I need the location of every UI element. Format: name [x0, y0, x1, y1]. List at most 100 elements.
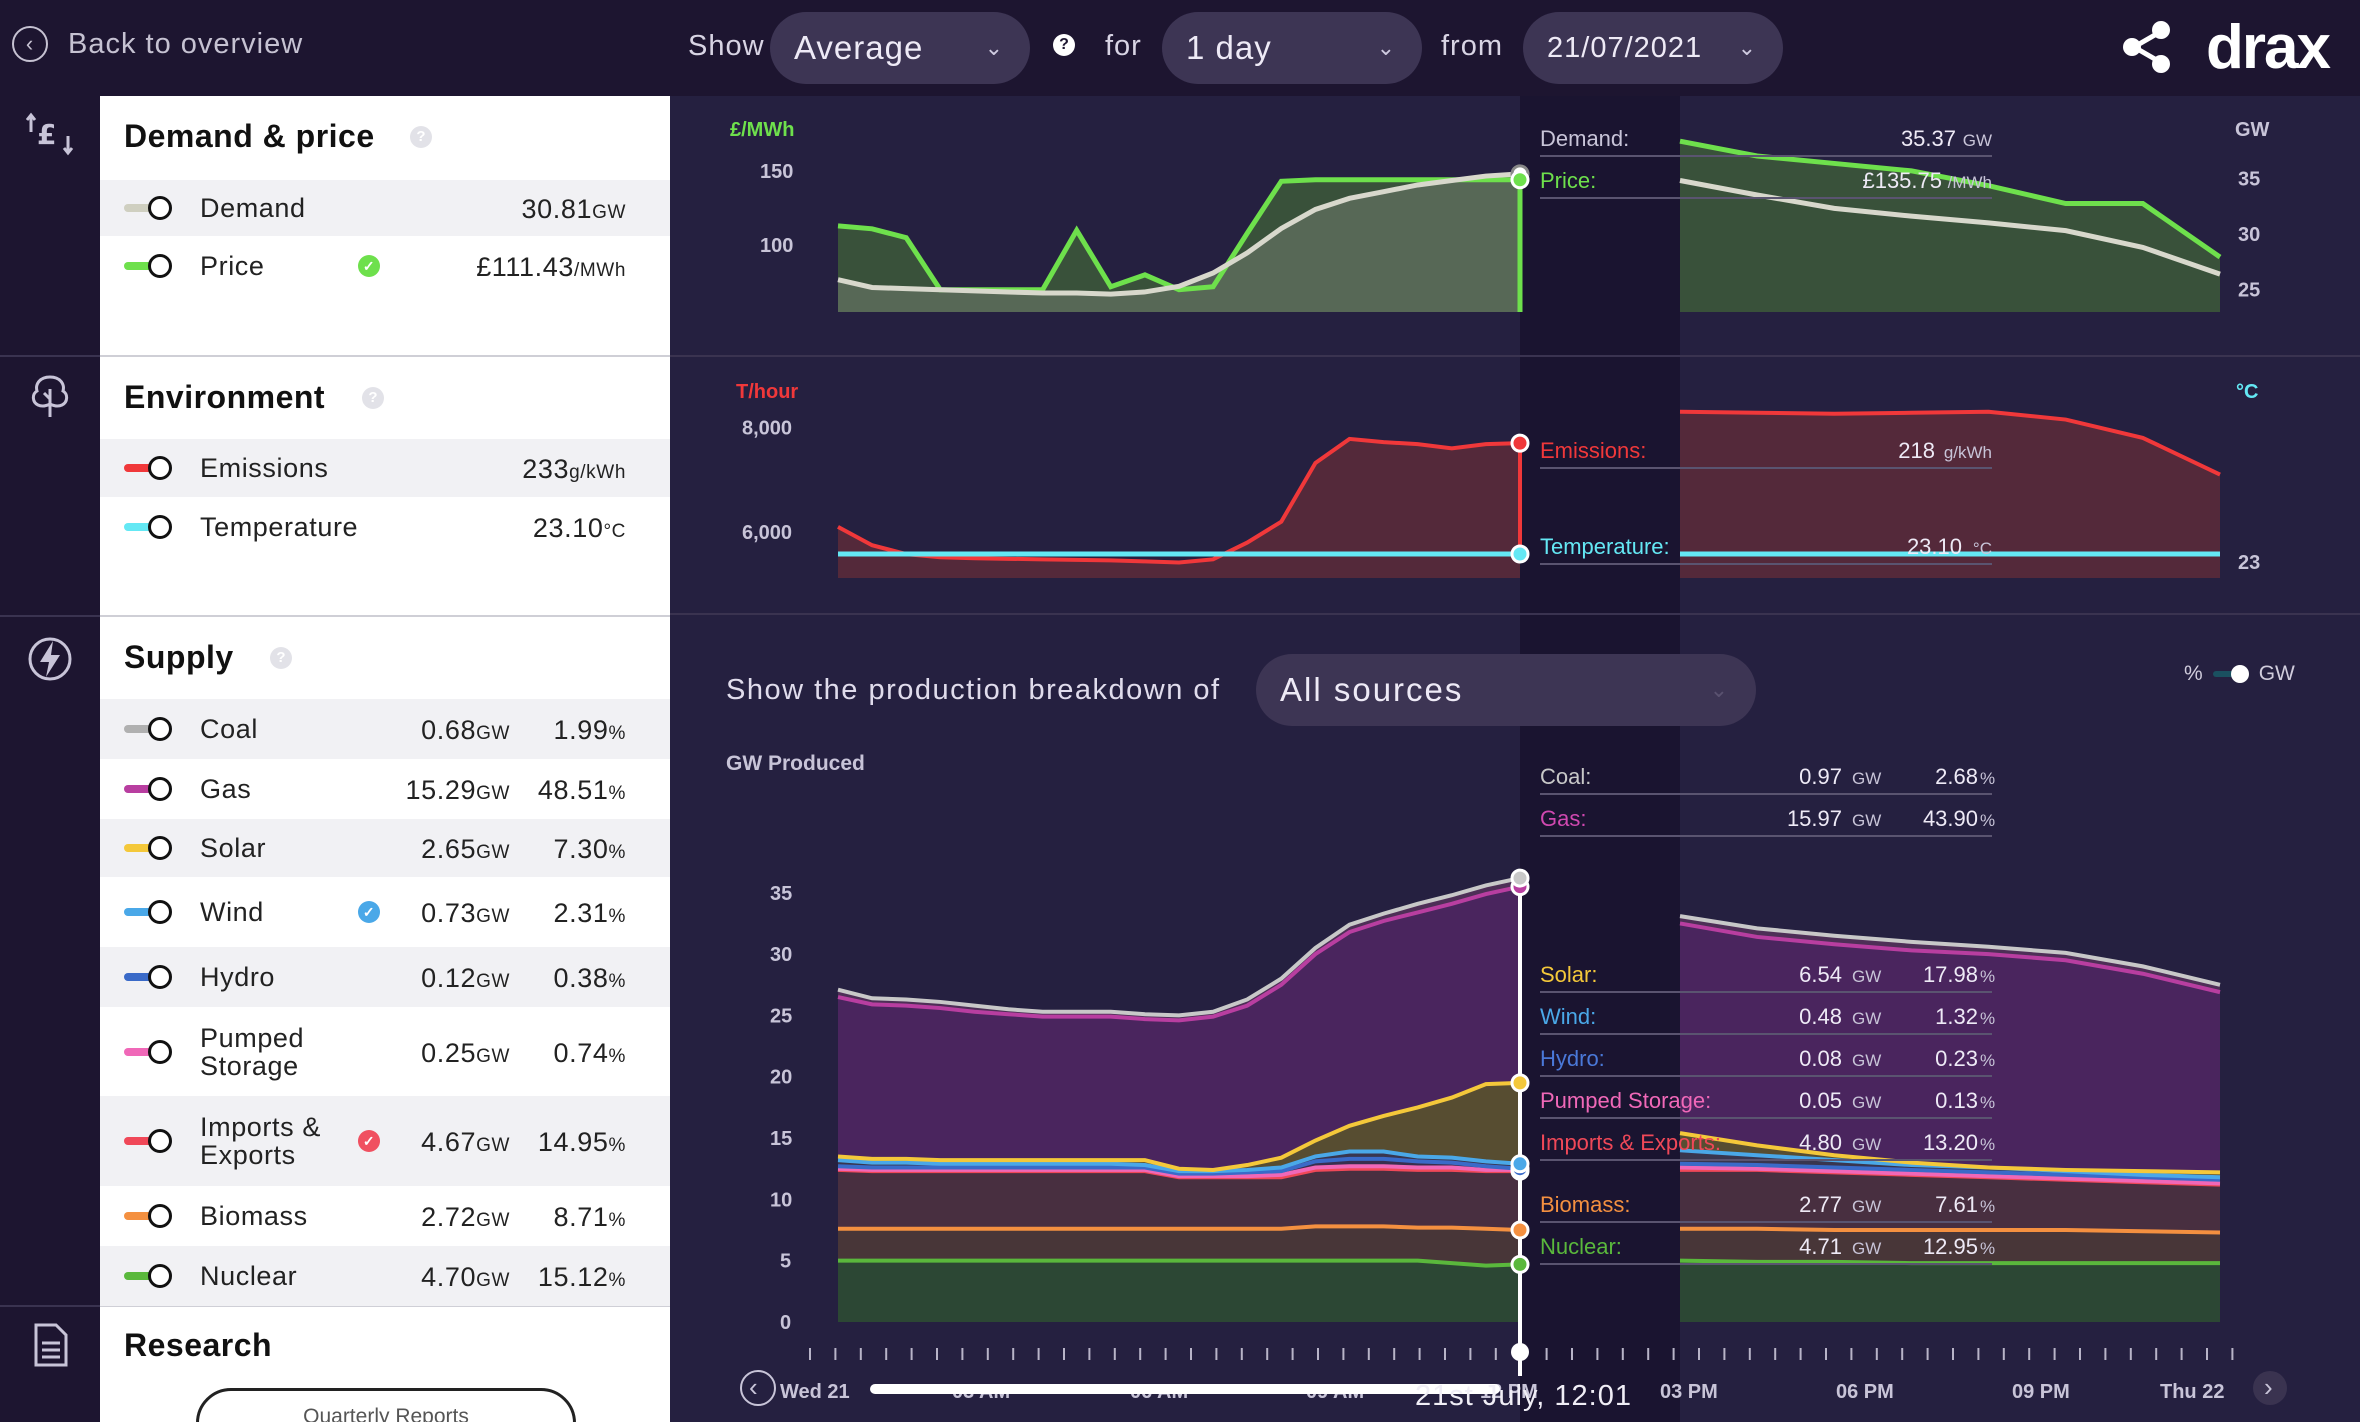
- row-supply-biomass[interactable]: Biomass 2.72GW 8.71%: [100, 1186, 670, 1246]
- share-icon[interactable]: [2118, 18, 2176, 76]
- rail-demand-price[interactable]: £: [0, 96, 100, 357]
- demand-area: [838, 173, 1520, 312]
- top-bar: ‹ Back to overview Show Average ⌄ ? for …: [0, 0, 2360, 96]
- row-temperature[interactable]: Temperature 23.10°C: [100, 497, 670, 557]
- toggle-emissions[interactable]: [124, 455, 174, 481]
- data-panel: Demand & price ? Demand 30.81GW Price ✓ …: [100, 96, 670, 1422]
- tooltip-pct: 0.23: [1935, 1046, 1978, 1071]
- date-select[interactable]: 21/07/2021 ⌄: [1523, 12, 1783, 84]
- section-title: Environment: [124, 379, 326, 415]
- show-select[interactable]: Average ⌄: [770, 12, 1030, 84]
- percent-option[interactable]: %: [2184, 662, 2203, 685]
- chevron-down-icon: ⌄: [984, 35, 1004, 60]
- row-gw: 2.72GW: [421, 1202, 510, 1232]
- row-value: £111.43/MWh: [476, 252, 626, 282]
- rail-environment[interactable]: [0, 357, 100, 617]
- axis-label-gw-produced: GW Produced: [726, 752, 865, 775]
- row-pct: 0.38%: [553, 963, 626, 993]
- tick-label: 5: [780, 1251, 791, 1273]
- marker-nuclear: [1510, 1254, 1530, 1274]
- tooltip-gw-unit: GW: [1852, 1093, 1881, 1112]
- tooltip-label: Imports & Exports:: [1540, 1130, 1721, 1155]
- unit-switch[interactable]: [2212, 665, 2249, 683]
- tick-label: 150: [760, 161, 793, 183]
- line-gas: [837, 884, 1521, 1023]
- toggle-supply[interactable]: [124, 964, 174, 990]
- row-gw: 2.65GW: [421, 834, 510, 864]
- row-supply-nuclear[interactable]: Nuclear 4.70GW 15.12%: [100, 1246, 670, 1306]
- tooltip-gw-unit: GW: [1852, 811, 1881, 830]
- row-demand[interactable]: Demand 30.81GW: [100, 180, 670, 236]
- toggle-temperature[interactable]: [124, 514, 174, 540]
- gw-option[interactable]: GW: [2258, 662, 2295, 685]
- tooltip-pct-unit: %: [1980, 967, 1995, 986]
- help-icon[interactable]: ?: [1053, 34, 1075, 56]
- tooltip-pct-unit: %: [1980, 1197, 1995, 1216]
- unit-toggle[interactable]: % GW: [2184, 662, 2295, 686]
- row-label: Hydro: [200, 962, 276, 992]
- area-gas: [838, 886, 1520, 1170]
- rail-supply[interactable]: [0, 617, 100, 1307]
- tooltip-hydro: Hydro: 0.08 GW 0.23%: [1540, 1046, 1995, 1077]
- quarterly-reports-button[interactable]: Quarterly Reports: [196, 1388, 576, 1422]
- tooltip-gw: 0.97: [1799, 764, 1842, 789]
- line-after-hydro: [1679, 1161, 2221, 1182]
- tooltip-gw: 4.71: [1799, 1234, 1842, 1259]
- row-supply-solar[interactable]: Solar 2.65GW 7.30%: [100, 819, 670, 877]
- row-supply-pumped-storage[interactable]: Pumped Storage 0.25GW 0.74%: [100, 1007, 670, 1096]
- row-supply-hydro[interactable]: Hydro 0.12GW 0.38%: [100, 947, 670, 1007]
- tooltip-gw: 2.77: [1799, 1192, 1842, 1217]
- drax-logo[interactable]: drax: [2206, 13, 2331, 82]
- tooltip-label: Solar:: [1540, 962, 1597, 987]
- help-icon[interactable]: ?: [410, 126, 432, 148]
- toggle-supply[interactable]: [124, 716, 174, 742]
- help-icon[interactable]: ?: [270, 647, 292, 669]
- help-icon[interactable]: ?: [362, 387, 384, 409]
- row-emissions[interactable]: Emissions 233g/kWh: [100, 439, 670, 497]
- line-solar: [837, 1080, 1521, 1172]
- row-label: Demand: [200, 193, 306, 223]
- row-supply-gas[interactable]: Gas 15.29GW 48.51%: [100, 759, 670, 819]
- toggle-supply[interactable]: [124, 1128, 174, 1154]
- marker-solar: [1510, 1073, 1530, 1093]
- tooltip-pct-unit: %: [1980, 1135, 1995, 1154]
- tooltip-label: Coal:: [1540, 764, 1591, 789]
- row-pct: 48.51%: [537, 775, 626, 805]
- from-label: from: [1441, 30, 1503, 62]
- back-to-overview-button[interactable]: ‹ Back to overview: [12, 26, 303, 62]
- row-label: Gas: [200, 774, 252, 804]
- row-price[interactable]: Price ✓ £111.43/MWh: [100, 236, 670, 296]
- tooltip-gw-unit: GW: [1852, 1197, 1881, 1216]
- toggle-supply[interactable]: [124, 835, 174, 861]
- duration-select[interactable]: 1 day ⌄: [1162, 12, 1422, 84]
- rail-research[interactable]: [0, 1307, 100, 1422]
- tooltip-demand: Demand: 35.37 GW: [1540, 126, 1992, 157]
- tick-label: 100: [760, 235, 793, 257]
- row-supply-wind[interactable]: Wind ✓ 0.73GW 2.31%: [100, 877, 670, 947]
- toggle-supply[interactable]: [124, 1203, 174, 1229]
- row-supply-coal[interactable]: Coal 0.68GW 1.99%: [100, 699, 670, 759]
- row-gw: 0.25GW: [421, 1037, 510, 1068]
- show-label: Show: [688, 30, 765, 62]
- toggle-supply[interactable]: [124, 776, 174, 802]
- tooltip-pct: 7.61: [1935, 1192, 1978, 1217]
- toggle-price[interactable]: [124, 253, 174, 279]
- row-label: Coal: [200, 714, 258, 744]
- toggle-demand[interactable]: [124, 195, 174, 221]
- row-gw: 0.12GW: [421, 963, 510, 993]
- toggle-supply[interactable]: [124, 899, 174, 925]
- row-pct: 7.30%: [553, 834, 626, 864]
- section-title: Supply: [124, 639, 234, 675]
- breakdown-select[interactable]: All sources ⌄: [1256, 654, 1756, 726]
- toggle-supply[interactable]: [124, 1039, 174, 1065]
- row-supply-imports-exports[interactable]: Imports & Exports ✓ 4.67GW 14.95%: [100, 1096, 670, 1186]
- price-line-after: [1679, 138, 2222, 260]
- toggle-supply[interactable]: [124, 1263, 174, 1289]
- tooltip-pct-unit: %: [1980, 811, 1995, 830]
- chevron-down-icon: ⌄: [1709, 677, 1730, 702]
- row-label: Price: [200, 251, 265, 281]
- show-select-value: Average: [794, 29, 924, 66]
- chevron-down-icon: ⌄: [1737, 35, 1757, 60]
- tooltip-pct-unit: %: [1980, 1051, 1995, 1070]
